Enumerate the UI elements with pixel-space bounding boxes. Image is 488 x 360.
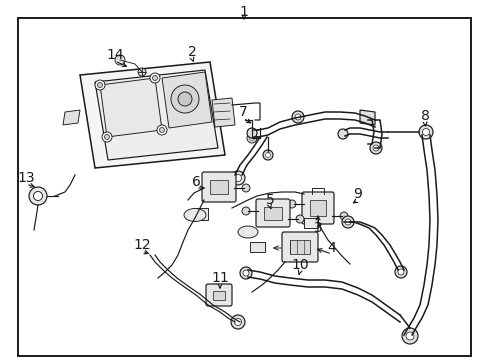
- Circle shape: [102, 132, 112, 142]
- Circle shape: [242, 207, 249, 215]
- Circle shape: [341, 216, 353, 228]
- Polygon shape: [212, 98, 235, 127]
- Text: 2: 2: [187, 45, 196, 59]
- Text: 1: 1: [239, 5, 248, 19]
- Text: 9: 9: [353, 187, 362, 201]
- Circle shape: [265, 153, 270, 158]
- Text: 5: 5: [265, 193, 274, 207]
- Circle shape: [171, 85, 199, 113]
- Circle shape: [405, 332, 413, 340]
- Circle shape: [246, 128, 257, 138]
- Circle shape: [95, 80, 105, 90]
- Text: 12: 12: [133, 238, 150, 252]
- Text: 14: 14: [106, 48, 123, 62]
- Polygon shape: [304, 218, 317, 228]
- Circle shape: [240, 267, 251, 279]
- Bar: [309, 200, 325, 216]
- Circle shape: [234, 175, 241, 181]
- Circle shape: [34, 192, 42, 201]
- Circle shape: [157, 125, 167, 135]
- Polygon shape: [63, 110, 80, 125]
- Circle shape: [422, 129, 428, 135]
- Text: 3: 3: [313, 221, 322, 235]
- Polygon shape: [100, 78, 162, 137]
- Circle shape: [242, 184, 249, 192]
- Text: 4: 4: [327, 241, 336, 255]
- FancyBboxPatch shape: [202, 172, 236, 202]
- Circle shape: [372, 145, 378, 151]
- Circle shape: [249, 135, 254, 140]
- Circle shape: [287, 200, 295, 208]
- Polygon shape: [80, 62, 224, 168]
- Circle shape: [369, 142, 381, 154]
- Text: 13: 13: [17, 171, 35, 185]
- Circle shape: [337, 129, 347, 139]
- Polygon shape: [249, 242, 264, 252]
- Circle shape: [294, 114, 301, 120]
- Circle shape: [150, 73, 160, 83]
- Text: 8: 8: [420, 109, 428, 123]
- Circle shape: [230, 171, 244, 185]
- Circle shape: [246, 133, 257, 143]
- FancyBboxPatch shape: [302, 192, 333, 224]
- Bar: [213, 291, 224, 300]
- Ellipse shape: [238, 226, 258, 238]
- Text: 7: 7: [238, 105, 247, 119]
- Circle shape: [243, 270, 248, 276]
- Circle shape: [295, 215, 304, 223]
- Circle shape: [97, 82, 102, 87]
- Circle shape: [159, 127, 164, 132]
- Bar: [264, 207, 282, 220]
- Circle shape: [178, 92, 192, 106]
- Ellipse shape: [183, 208, 205, 221]
- Bar: [209, 180, 227, 194]
- Polygon shape: [95, 70, 218, 160]
- Circle shape: [115, 55, 125, 65]
- Circle shape: [29, 187, 47, 205]
- Text: 10: 10: [290, 258, 308, 272]
- Circle shape: [230, 315, 244, 329]
- Text: 6: 6: [191, 175, 200, 189]
- Polygon shape: [195, 208, 207, 220]
- Circle shape: [234, 319, 241, 325]
- Circle shape: [263, 150, 272, 160]
- FancyBboxPatch shape: [282, 232, 317, 262]
- Circle shape: [401, 328, 417, 344]
- Circle shape: [291, 111, 304, 123]
- FancyBboxPatch shape: [205, 284, 231, 306]
- Polygon shape: [162, 72, 212, 128]
- Circle shape: [138, 68, 146, 76]
- Circle shape: [345, 219, 350, 225]
- Circle shape: [152, 76, 157, 81]
- Polygon shape: [359, 110, 374, 125]
- Circle shape: [394, 266, 406, 278]
- Circle shape: [418, 125, 432, 139]
- Bar: [289, 240, 309, 254]
- FancyBboxPatch shape: [256, 199, 289, 227]
- Text: 11: 11: [211, 271, 228, 285]
- Circle shape: [397, 269, 403, 275]
- Circle shape: [104, 135, 109, 139]
- Circle shape: [339, 212, 347, 220]
